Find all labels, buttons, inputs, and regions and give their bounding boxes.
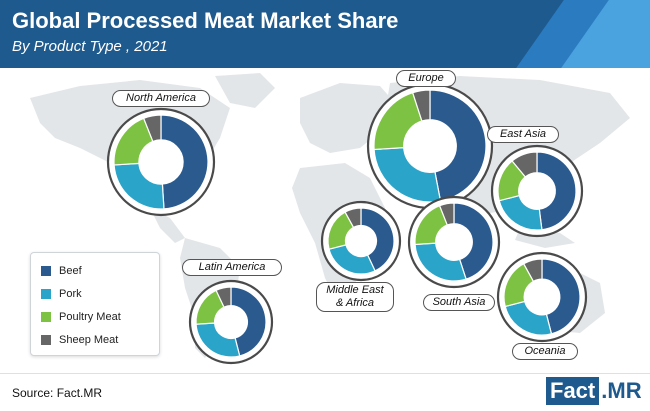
legend-swatch xyxy=(41,335,51,345)
logo-fact: Fact xyxy=(546,377,600,405)
donut-east-asia xyxy=(490,144,584,238)
legend-item-pork: Pork xyxy=(41,286,82,302)
slice-middle-east-africa-beef xyxy=(360,207,395,272)
legend-swatch xyxy=(41,289,51,299)
logo-mr: .MR xyxy=(601,378,642,403)
donut-oceania xyxy=(496,251,588,343)
donut-south-asia xyxy=(407,195,501,289)
slice-oceania-beef xyxy=(541,258,581,335)
slice-south-asia-sheep-meat xyxy=(438,202,455,226)
legend-label: Pork xyxy=(59,288,82,300)
donut-middle-east-africa xyxy=(320,200,402,282)
slice-latin-america-beef xyxy=(230,286,267,357)
slice-europe-pork xyxy=(373,147,442,203)
slice-north-america-beef xyxy=(160,114,209,210)
legend-label: Sheep Meat xyxy=(59,334,119,346)
region-label-east-asia: East Asia xyxy=(487,126,559,143)
region-label-middle-east-africa: Middle East & Africa xyxy=(316,282,394,312)
slice-oceania-sheep-meat xyxy=(522,258,543,283)
chart-title: Global Processed Meat Market Share xyxy=(12,8,399,33)
slice-middle-east-africa-sheep-meat xyxy=(344,207,362,229)
legend-swatch xyxy=(41,312,51,322)
slice-latin-america-sheep-meat xyxy=(215,286,232,308)
donut-europe xyxy=(366,82,494,210)
legend: Beef Pork Poultry Meat Sheep Meat xyxy=(30,252,160,356)
factmr-logo: Fact .MR xyxy=(546,377,642,405)
legend-item-sheep-meat: Sheep Meat xyxy=(41,332,118,348)
footer-divider xyxy=(0,373,650,374)
source-note: Source: Fact.MR xyxy=(12,386,103,400)
region-label-north-america: North America xyxy=(112,90,210,107)
slice-north-america-sheep-meat xyxy=(142,114,162,143)
legend-label: Beef xyxy=(59,265,82,277)
legend-label: Poultry Meat xyxy=(59,311,121,323)
region-label-europe: Europe xyxy=(396,70,456,87)
slice-south-asia-beef xyxy=(453,202,494,280)
region-label-oceania: Oceania xyxy=(512,343,578,360)
slice-east-asia-beef xyxy=(536,151,577,231)
slice-east-asia-sheep-meat xyxy=(511,151,538,178)
chart-subtitle: By Product Type , 2021 xyxy=(12,38,168,55)
legend-swatch xyxy=(41,266,51,276)
header-banner: Global Processed Meat Market Share By Pr… xyxy=(0,0,650,68)
region-label-latin-america: Latin America xyxy=(182,259,282,276)
donut-north-america xyxy=(106,107,216,217)
region-label-south-asia: South Asia xyxy=(423,294,495,311)
legend-item-beef: Beef xyxy=(41,263,82,279)
legend-item-poultry-meat: Poultry Meat xyxy=(41,309,121,325)
donut-latin-america xyxy=(188,279,274,365)
slice-europe-sheep-meat xyxy=(411,89,431,122)
